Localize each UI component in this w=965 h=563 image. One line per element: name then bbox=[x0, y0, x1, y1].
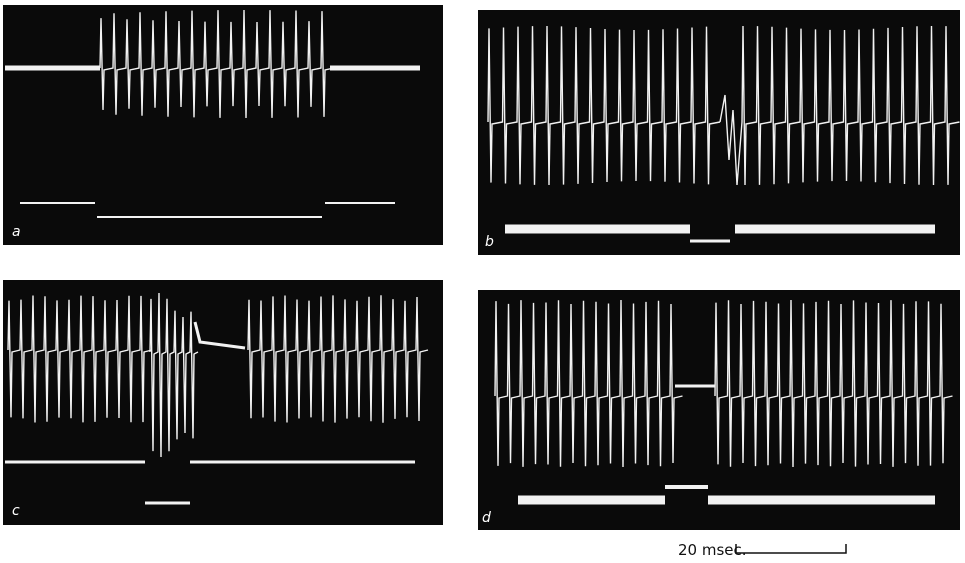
panel-a-background bbox=[3, 5, 443, 245]
panel-label: a bbox=[12, 224, 21, 240]
page: a b c d 20 msec. (() => { const data = J… bbox=[0, 0, 965, 563]
panel-label: d bbox=[482, 510, 491, 526]
panel-label: b bbox=[485, 234, 494, 250]
panel-label: c bbox=[12, 503, 20, 519]
figure: a b c d 20 msec. bbox=[0, 0, 965, 563]
scale-bar bbox=[736, 544, 846, 553]
